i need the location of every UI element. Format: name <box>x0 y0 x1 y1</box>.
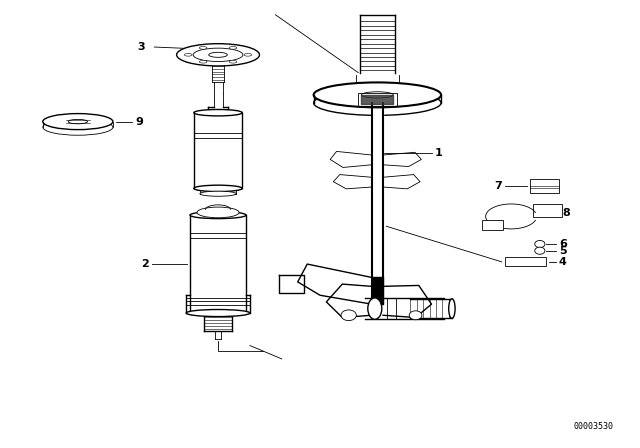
Ellipse shape <box>199 47 207 49</box>
FancyBboxPatch shape <box>505 257 546 266</box>
Circle shape <box>341 310 356 321</box>
Ellipse shape <box>209 52 227 57</box>
Ellipse shape <box>190 211 246 219</box>
FancyBboxPatch shape <box>531 179 559 193</box>
Ellipse shape <box>184 53 192 56</box>
Text: 3: 3 <box>137 42 145 52</box>
Ellipse shape <box>362 92 394 98</box>
Ellipse shape <box>194 185 243 192</box>
Ellipse shape <box>200 191 236 196</box>
Ellipse shape <box>449 299 455 319</box>
Polygon shape <box>362 95 394 104</box>
Ellipse shape <box>314 82 441 108</box>
Text: 9: 9 <box>135 116 143 127</box>
Text: 00003530: 00003530 <box>573 422 613 431</box>
Text: 8: 8 <box>562 208 570 218</box>
Text: 5: 5 <box>559 246 566 256</box>
Text: 2: 2 <box>141 259 148 269</box>
Circle shape <box>409 311 422 320</box>
Polygon shape <box>372 277 383 304</box>
Text: 4: 4 <box>559 257 567 267</box>
FancyBboxPatch shape <box>483 220 503 230</box>
FancyBboxPatch shape <box>534 204 562 217</box>
Text: 6: 6 <box>559 239 567 249</box>
Ellipse shape <box>43 114 113 129</box>
Ellipse shape <box>68 120 88 124</box>
Circle shape <box>535 241 545 248</box>
Ellipse shape <box>229 60 237 63</box>
Ellipse shape <box>43 119 113 135</box>
Ellipse shape <box>229 47 237 49</box>
Ellipse shape <box>199 60 207 63</box>
Text: 7: 7 <box>494 181 502 191</box>
Polygon shape <box>372 103 383 277</box>
Ellipse shape <box>194 109 243 116</box>
Ellipse shape <box>177 44 259 66</box>
Ellipse shape <box>314 90 441 116</box>
Circle shape <box>535 247 545 254</box>
Ellipse shape <box>197 207 239 218</box>
Ellipse shape <box>244 53 252 56</box>
Text: 1: 1 <box>435 148 442 158</box>
Ellipse shape <box>368 298 382 319</box>
Ellipse shape <box>186 310 250 317</box>
Ellipse shape <box>193 48 243 61</box>
